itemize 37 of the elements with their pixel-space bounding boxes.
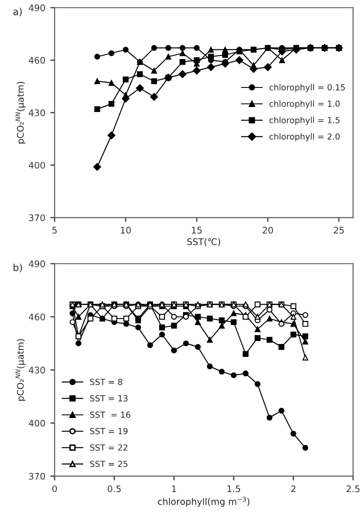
legend-label: chlorophyll = 1.5 (269, 116, 340, 125)
x-tick-label: 1.5 (228, 485, 240, 492)
y-tick-label: 490 (28, 260, 45, 268)
x-tick-label: 15 (192, 226, 202, 234)
y-tick-label: 370 (29, 214, 45, 222)
legend-label: chlorophyll = 1.0 (269, 100, 340, 108)
legend-label: chlorophyll = 0.15 (269, 84, 345, 92)
x-tick-label: 25 (334, 226, 344, 234)
y-tick-label: 460 (28, 314, 45, 320)
legend-label: SST = 25 (90, 460, 128, 468)
x-tick-label: 2.5 (346, 485, 360, 492)
x-tick-label: 5 (52, 226, 57, 234)
x-tick-label: 0 (52, 485, 57, 492)
x-tick-label: 20 (262, 226, 273, 234)
y-tick-label: 430 (28, 366, 45, 374)
y-tick-label: 490 (28, 4, 45, 12)
legend-label: SST = 16 (90, 412, 130, 418)
y-tick-label: 460 (28, 56, 45, 64)
legend-label: SST = 19 (90, 428, 128, 434)
y-tick-label: 400 (28, 162, 45, 169)
legend-label: chlorophyll = 2.0 (269, 133, 340, 142)
y-tick-label: 370 (29, 472, 45, 480)
legend-label: SST = 8 (90, 378, 122, 386)
y-axis-title: pCO₂$^{NN}$(μatm) (16, 82, 26, 144)
x-tick-label: 1 (172, 485, 176, 492)
y-axis-title: pCO₂$^{NN}$(μatm) (16, 339, 26, 401)
x-axis-title: chlorophyll(mg m$^{−3}$) (158, 496, 250, 507)
x-tick-label: 10 (120, 226, 131, 234)
legend-label: SST = 13 (90, 395, 128, 402)
legend-label: SST = 22 (90, 444, 128, 451)
y-tick-label: 430 (28, 109, 45, 116)
text: a) (13, 8, 22, 16)
x-tick-label: 2 (291, 485, 296, 492)
y-tick-label: 400 (28, 420, 45, 427)
text: b) (14, 264, 22, 272)
x-axis-title: SST(℃) (187, 238, 220, 246)
x-tick-label: 0.5 (108, 485, 121, 492)
